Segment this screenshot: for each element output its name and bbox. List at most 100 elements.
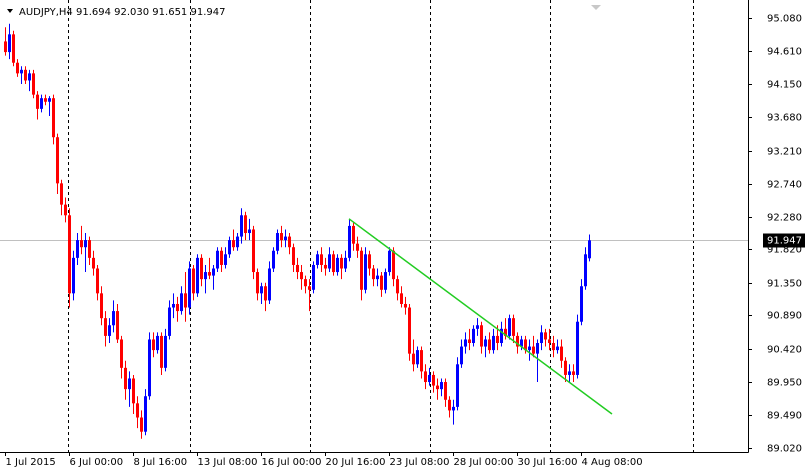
- candle-body: [500, 328, 503, 344]
- candle-body: [332, 254, 335, 273]
- candle-body: [164, 335, 167, 368]
- candle-body: [272, 250, 275, 269]
- candle-body: [16, 62, 19, 74]
- x-tick-label: 6 Jul 00:00: [70, 457, 124, 468]
- candle-body: [80, 240, 83, 248]
- y-tick-label: 89.020: [767, 444, 802, 455]
- candle-body: [524, 339, 527, 351]
- candle-body: [504, 328, 507, 336]
- candle-body: [228, 240, 231, 255]
- candle-body: [256, 272, 259, 294]
- candle-body: [68, 215, 71, 294]
- candle-body: [244, 215, 247, 234]
- x-tick-label: 16 Jul 00:00: [262, 457, 322, 468]
- x-tick-label: 13 Jul 08:00: [198, 457, 258, 468]
- candle-body: [356, 243, 359, 251]
- candle-body: [312, 264, 315, 290]
- candle-body: [424, 371, 427, 383]
- candle-body: [420, 350, 423, 372]
- candle-body: [508, 318, 511, 336]
- candle-body: [116, 311, 119, 340]
- y-tick-label: 95.080: [767, 14, 802, 25]
- candle-body: [248, 229, 251, 234]
- candle-body: [412, 353, 415, 365]
- candle-body: [12, 34, 15, 63]
- y-tick-label: 93.680: [767, 113, 802, 124]
- candle-body: [4, 41, 7, 53]
- candle-body: [112, 311, 115, 326]
- candle-body: [200, 257, 203, 280]
- y-tick-label: 93.210: [767, 147, 802, 158]
- candle-body: [568, 371, 571, 375]
- candle-body: [516, 335, 519, 347]
- candle-body: [264, 286, 267, 301]
- candle-body: [328, 254, 331, 269]
- candle-body: [196, 257, 199, 294]
- candle-body: [28, 73, 31, 81]
- candle-body: [408, 307, 411, 354]
- candle-body: [160, 335, 163, 368]
- candle-body: [320, 254, 323, 265]
- candle-body: [168, 307, 171, 336]
- candle-body: [40, 98, 43, 109]
- candle-body: [404, 303, 407, 308]
- candle-body: [468, 339, 471, 344]
- y-tick-label: 90.420: [767, 345, 802, 356]
- candle-body: [576, 321, 579, 375]
- candle-body: [184, 293, 187, 308]
- candle-body: [48, 98, 51, 102]
- candle-body: [72, 257, 75, 294]
- candle-body: [572, 371, 575, 375]
- candle-body: [364, 254, 367, 290]
- candle-body: [204, 272, 207, 280]
- candle-body: [348, 225, 351, 258]
- candle-body: [368, 254, 371, 269]
- candle-body: [84, 240, 87, 248]
- y-tick-label: 94.150: [767, 80, 802, 91]
- x-tick-label: 20 Jul 16:00: [326, 457, 386, 468]
- candle-body: [520, 339, 523, 347]
- candle-body: [556, 346, 559, 351]
- candle-body: [448, 399, 451, 411]
- candle-body: [140, 417, 143, 432]
- y-tick-label: 91.350: [767, 279, 802, 290]
- candle-body: [428, 374, 431, 383]
- candle-body: [532, 346, 535, 354]
- y-tick-label: 92.740: [767, 180, 802, 191]
- y-tick-label: 91.820: [767, 245, 802, 256]
- candle-body: [188, 268, 191, 308]
- candle-body: [232, 240, 235, 248]
- candle-body: [8, 34, 11, 53]
- candle-body: [512, 318, 515, 336]
- candle-body: [540, 332, 543, 344]
- candle-body: [216, 250, 219, 269]
- candle-body: [396, 279, 399, 294]
- last-price-label: 91.947: [767, 236, 802, 247]
- x-tick-label: 23 Jul 08:00: [390, 457, 450, 468]
- x-tick-label: 28 Jul 00:00: [454, 457, 514, 468]
- candle-body: [144, 396, 147, 432]
- candle-body: [88, 240, 91, 258]
- candle-body: [52, 98, 55, 138]
- candle-body: [236, 236, 239, 248]
- candle-body: [392, 250, 395, 280]
- candle-body: [212, 268, 215, 276]
- candle-body: [460, 346, 463, 365]
- candle-body: [496, 335, 499, 344]
- candle-body: [376, 275, 379, 280]
- candle-body: [288, 236, 291, 248]
- candle-body: [480, 325, 483, 347]
- candle-body: [360, 250, 363, 290]
- candle-body: [560, 346, 563, 361]
- candle-body: [324, 264, 327, 269]
- candle-body: [296, 264, 299, 273]
- shift-marker: [591, 5, 601, 10]
- candle-body: [492, 335, 495, 351]
- candle-body: [564, 360, 567, 375]
- x-tick-label: 30 Jul 16:00: [518, 457, 578, 468]
- candle-body: [440, 382, 443, 390]
- candle-body: [488, 339, 491, 351]
- candle-body: [484, 339, 487, 347]
- candle-body: [152, 339, 155, 351]
